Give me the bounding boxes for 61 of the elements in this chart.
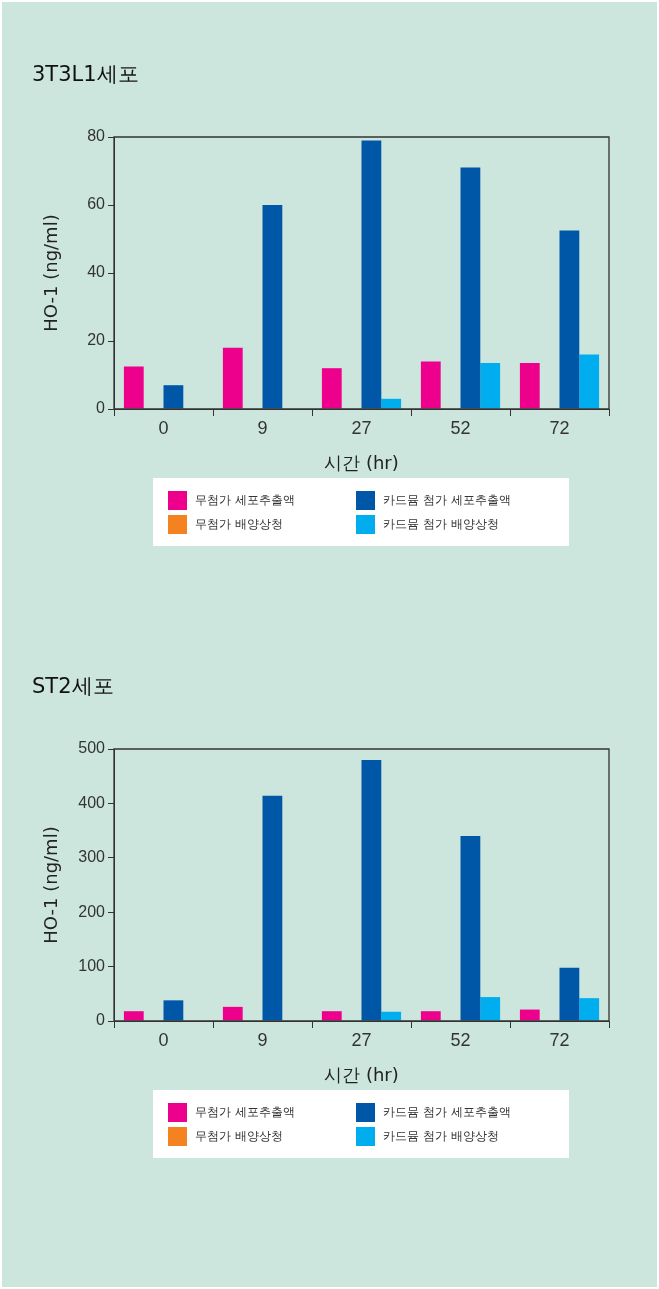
bar [579, 354, 600, 409]
bar [321, 1011, 342, 1021]
bar [163, 1000, 184, 1021]
y-tick-label: 500 [78, 739, 106, 757]
y-tick-label: 20 [87, 331, 106, 349]
bar [559, 230, 580, 409]
bar [361, 140, 382, 409]
y-tick-label: 40 [87, 263, 106, 281]
bar [262, 795, 283, 1021]
x-tick-label: 0 [158, 1029, 169, 1050]
legend-label: 무첨가 세포추출액 [195, 491, 295, 509]
legend-label: 카드뮴 첨가 세포추출액 [383, 1103, 511, 1121]
bar [321, 368, 342, 409]
chart-title: 3T3L1세포 [32, 61, 139, 88]
bar [381, 398, 402, 409]
bar [163, 385, 184, 409]
y-tick-label: 200 [78, 902, 106, 920]
bar [519, 363, 540, 409]
legend-label: 무첨가 배양상청 [195, 515, 283, 533]
x-tick-label: 72 [549, 417, 570, 438]
bar [123, 1011, 144, 1021]
bar [480, 997, 501, 1021]
x-tick-label: 27 [351, 417, 372, 438]
x-tick-label: 0 [158, 417, 169, 438]
bar [480, 363, 501, 409]
bar [123, 366, 144, 409]
x-axis-title: 시간 (hr) [324, 451, 399, 473]
x-tick-label: 52 [450, 417, 471, 438]
y-tick-label: 80 [87, 127, 106, 145]
chart-title: ST2세포 [32, 673, 114, 700]
x-axis-title: 시간 (hr) [324, 1063, 399, 1085]
bar [559, 967, 580, 1021]
y-axis-title: HO-1 (ng/ml) [40, 826, 62, 944]
legend-label: 카드뮴 첨가 세포추출액 [383, 491, 511, 509]
y-axis-title: HO-1 (ng/ml) [40, 214, 62, 332]
bar [262, 205, 283, 409]
bar [381, 1011, 402, 1021]
legend-label: 무첨가 배양상청 [195, 1127, 283, 1145]
bar [460, 167, 481, 409]
legend-label: 카드뮴 첨가 배양상청 [383, 1127, 499, 1145]
bar [579, 998, 600, 1021]
x-tick-label: 72 [549, 1029, 570, 1050]
y-tick-label: 300 [78, 848, 106, 866]
legend-label: 카드뮴 첨가 배양상청 [383, 515, 499, 533]
bar [420, 361, 441, 409]
bar [222, 1006, 243, 1021]
x-tick-label: 9 [257, 417, 268, 438]
y-tick-label: 0 [96, 1011, 106, 1029]
x-tick-label: 27 [351, 1029, 372, 1050]
x-tick-label: 52 [450, 1029, 471, 1050]
y-tick-label: 60 [87, 195, 106, 213]
bar [222, 347, 243, 409]
legend-label: 무첨가 세포추출액 [195, 1103, 295, 1121]
y-tick-label: 400 [78, 793, 106, 811]
bar [460, 836, 481, 1021]
x-tick-label: 9 [257, 1029, 268, 1050]
bar [519, 1009, 540, 1021]
y-tick-label: 100 [78, 957, 106, 975]
bar [361, 759, 382, 1021]
y-tick-label: 0 [96, 399, 106, 417]
bar [420, 1011, 441, 1021]
